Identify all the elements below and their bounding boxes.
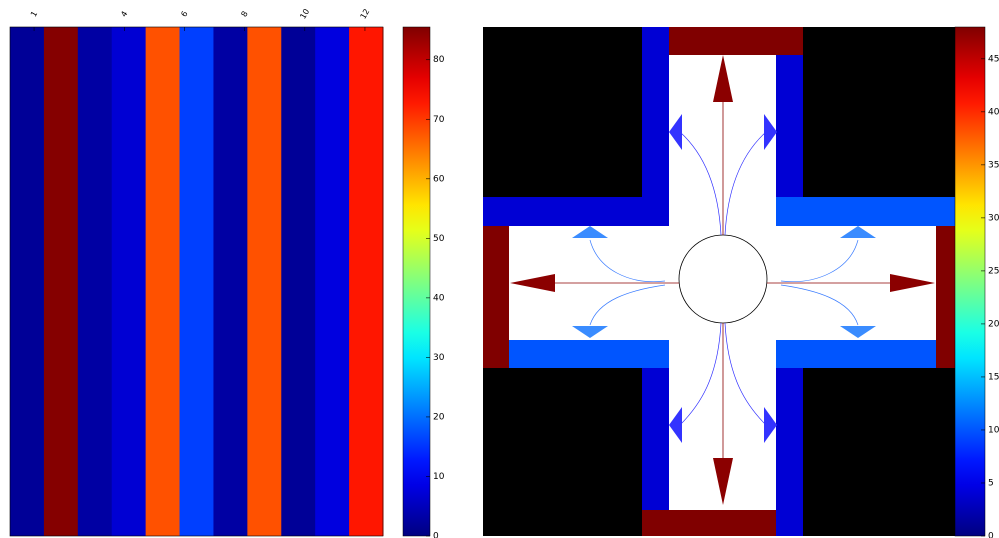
colorbar bbox=[402, 26, 431, 537]
arrow-head bbox=[713, 55, 733, 102]
arrow-head bbox=[572, 326, 608, 338]
colorbar-tick-label: 30 bbox=[988, 213, 999, 223]
stripe bbox=[179, 27, 214, 536]
colorbar-tick-label: 40 bbox=[433, 293, 445, 303]
arrow-head bbox=[890, 274, 935, 292]
region bbox=[483, 197, 669, 226]
curve bbox=[679, 322, 722, 426]
region bbox=[936, 226, 955, 368]
left-panel: 1 4 6 8 10 12 0 10 20 30 40 50 60 70 80 bbox=[9, 7, 445, 538]
arrow-head bbox=[840, 326, 876, 338]
x-tick-label: 8 bbox=[239, 10, 249, 19]
colorbar-tick-label: 20 bbox=[433, 412, 445, 422]
region bbox=[776, 197, 955, 226]
curve bbox=[724, 131, 767, 236]
arrow-head bbox=[840, 226, 876, 238]
curve bbox=[679, 131, 722, 236]
center-circle bbox=[678, 234, 768, 324]
colorbar-tick-label: 10 bbox=[988, 425, 999, 435]
stripe bbox=[281, 27, 316, 536]
curve bbox=[780, 239, 859, 282]
colorbar-tick-label: 60 bbox=[433, 174, 445, 184]
stripe bbox=[247, 27, 282, 536]
colorbar-tick-label: 5 bbox=[988, 478, 994, 488]
curve-heads bbox=[669, 114, 777, 443]
region bbox=[776, 340, 936, 368]
colorbar-tick-label: 0 bbox=[433, 532, 439, 538]
region bbox=[483, 226, 509, 368]
colorbar-tick-label: 10 bbox=[433, 472, 445, 482]
x-tick-label: 1 bbox=[29, 10, 39, 19]
arrows bbox=[510, 55, 935, 505]
curve bbox=[780, 284, 859, 326]
region bbox=[642, 27, 669, 197]
arrow-head bbox=[669, 407, 682, 443]
stripe bbox=[213, 27, 248, 536]
curved-flows bbox=[589, 131, 859, 426]
right-panel bbox=[483, 27, 955, 536]
region bbox=[776, 368, 803, 536]
region bbox=[642, 368, 669, 510]
colorbar-tick-label: 45 bbox=[988, 54, 999, 64]
solid-block bbox=[803, 27, 955, 197]
solid-block bbox=[483, 368, 642, 536]
colorbar-tick-label: 15 bbox=[988, 372, 999, 382]
plot-frame bbox=[9, 26, 384, 537]
arrow-head bbox=[764, 407, 777, 443]
colorbar-tick-label: 40 bbox=[988, 107, 999, 117]
curve-heads bbox=[572, 226, 876, 338]
curve bbox=[724, 322, 767, 426]
x-tick-label: 4 bbox=[119, 10, 129, 19]
stripe bbox=[111, 27, 147, 536]
stripe bbox=[145, 27, 181, 536]
region bbox=[669, 27, 803, 55]
x-tick-label: 12 bbox=[359, 7, 372, 20]
arrow-heads bbox=[510, 55, 935, 505]
solid-block bbox=[803, 368, 955, 536]
solid-block bbox=[483, 27, 642, 197]
stripe bbox=[349, 27, 384, 536]
curve bbox=[589, 284, 666, 326]
arrow-head bbox=[764, 114, 777, 150]
stripe bbox=[315, 27, 350, 536]
stripe bbox=[43, 27, 79, 536]
colorbar-tick-label: 80 bbox=[433, 55, 445, 65]
colorbar-tick-label: 50 bbox=[433, 234, 445, 244]
arrow-head bbox=[510, 274, 555, 292]
colorbar bbox=[954, 26, 986, 537]
arrow-head bbox=[572, 226, 608, 238]
region bbox=[776, 55, 803, 197]
arrow-head bbox=[713, 458, 733, 505]
colorbar-tick-label: 35 bbox=[988, 160, 999, 170]
flow-lines bbox=[555, 100, 890, 460]
x-tick-label: 10 bbox=[298, 7, 311, 20]
colorbar-tick-label: 0 bbox=[988, 532, 994, 538]
stripe bbox=[10, 27, 45, 536]
regions bbox=[483, 27, 955, 536]
colorbar-tick-label: 20 bbox=[988, 319, 999, 329]
colorbar-tick-label: 30 bbox=[433, 353, 445, 363]
arrow-head bbox=[669, 114, 682, 150]
colorbar-tick-label: 70 bbox=[433, 115, 445, 125]
region bbox=[509, 340, 669, 368]
colorbar-tick-label: 25 bbox=[988, 266, 999, 276]
stripe bbox=[77, 27, 113, 536]
x-tick-label: 6 bbox=[179, 10, 189, 19]
curve bbox=[589, 239, 666, 282]
region bbox=[642, 510, 776, 536]
